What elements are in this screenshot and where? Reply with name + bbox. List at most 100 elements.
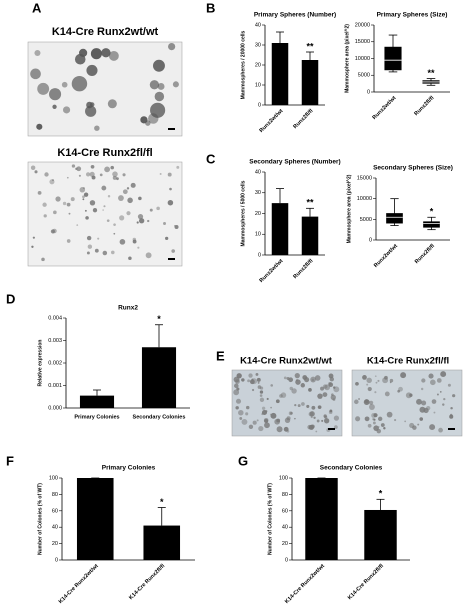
cell-cluster	[86, 101, 93, 109]
significance: *	[379, 489, 383, 499]
cell-cluster	[384, 391, 390, 397]
cell-cluster	[264, 418, 269, 424]
cell-cluster	[37, 190, 42, 195]
cell-cluster	[358, 398, 360, 400]
bar	[301, 216, 319, 255]
cell-cluster	[31, 245, 34, 248]
cell-cluster	[138, 196, 142, 201]
cell-cluster	[294, 372, 300, 379]
cell-cluster	[291, 388, 297, 394]
cell-cluster	[176, 165, 180, 169]
cell-cluster	[364, 399, 369, 403]
cell-cluster	[279, 394, 283, 398]
bar	[271, 203, 289, 255]
cell-cluster	[97, 237, 100, 240]
cell-cluster	[248, 373, 253, 378]
cell-cluster	[255, 372, 259, 376]
cell-cluster	[284, 417, 291, 423]
cell-cluster	[310, 376, 317, 383]
cell-cluster	[137, 246, 140, 249]
cell-cluster	[276, 426, 283, 433]
micrograph	[27, 161, 183, 267]
cell-cluster	[71, 75, 88, 92]
cell-cluster	[384, 375, 388, 380]
cell-cluster	[421, 378, 426, 383]
cell-cluster	[172, 81, 179, 88]
cell-cluster	[383, 427, 386, 430]
cell-cluster	[119, 215, 125, 221]
cell-cluster	[329, 376, 335, 382]
y-tick-label: 20000	[355, 22, 370, 28]
cell-cluster	[301, 402, 305, 406]
image-title: K14-Cre Runx2fl/fl	[57, 147, 152, 159]
cell-cluster	[295, 379, 301, 385]
cell-cluster	[50, 229, 56, 234]
cell-cluster	[258, 425, 264, 432]
panel-label: G	[238, 453, 248, 468]
y-tick-label: 0.000	[48, 405, 62, 411]
cell-cluster	[290, 411, 293, 415]
cell-cluster	[149, 208, 153, 212]
cell-cluster	[83, 192, 89, 197]
cell-cluster	[433, 411, 436, 414]
cell-cluster	[52, 179, 54, 182]
cell-cluster	[372, 421, 376, 425]
y-tick-label: 0	[258, 102, 261, 108]
cell-cluster	[443, 397, 446, 401]
cell-cluster	[380, 423, 385, 427]
cell-cluster	[236, 373, 242, 379]
cell-cluster	[171, 249, 176, 253]
cell-cluster	[103, 205, 106, 208]
cell-cluster	[377, 416, 383, 422]
cell-cluster	[102, 250, 108, 256]
bar	[141, 347, 177, 408]
cell-cluster	[102, 209, 104, 211]
cell-cluster	[259, 390, 264, 394]
cell-cluster	[149, 80, 160, 90]
cell-cluster	[329, 409, 333, 413]
cell-cluster	[259, 394, 263, 397]
y-tick-label: 40	[282, 525, 288, 531]
cell-cluster	[405, 392, 412, 399]
cell-cluster	[36, 123, 43, 130]
box	[384, 46, 402, 71]
cell-cluster	[412, 425, 417, 430]
y-axis-label: Relative expression	[37, 340, 43, 387]
cell-cluster	[136, 221, 139, 224]
y-tick-label: 60	[52, 508, 58, 514]
cell-cluster	[286, 429, 290, 433]
cell-cluster	[76, 166, 82, 172]
cell-cluster	[257, 385, 262, 389]
cell-cluster	[261, 406, 266, 410]
chart-title: Primary Spheres (Size)	[377, 12, 448, 19]
cell-cluster	[89, 200, 96, 206]
chart-title: Runx2	[118, 305, 138, 312]
cell-cluster	[310, 416, 313, 419]
cell-cluster	[328, 410, 333, 415]
cell-cluster	[372, 418, 375, 421]
cell-cluster	[66, 239, 71, 243]
cell-cluster	[333, 386, 336, 389]
cell-cluster	[92, 208, 98, 213]
y-tick-label: 100	[49, 475, 58, 481]
cell-cluster	[429, 424, 436, 431]
cell-cluster	[283, 426, 289, 432]
cell-cluster	[126, 211, 131, 216]
cell-cluster	[366, 383, 369, 386]
cell-cluster	[71, 164, 76, 168]
y-tick-label: 20	[52, 541, 58, 547]
cell-cluster	[94, 125, 100, 131]
cell-cluster	[247, 379, 251, 383]
cell-cluster	[417, 423, 420, 426]
y-axis-label: Number of Colonies (% of WT)	[267, 483, 273, 555]
y-tick-label: 10000	[355, 56, 370, 62]
cell-cluster	[430, 379, 436, 386]
cell-cluster	[112, 175, 117, 180]
y-tick-label: 60	[282, 508, 288, 514]
cell-cluster	[89, 171, 95, 177]
cell-cluster	[374, 375, 377, 377]
y-tick-label: 0.002	[48, 360, 62, 366]
cell-cluster	[369, 404, 375, 410]
cell-cluster	[311, 378, 315, 382]
cell-cluster	[288, 377, 294, 383]
